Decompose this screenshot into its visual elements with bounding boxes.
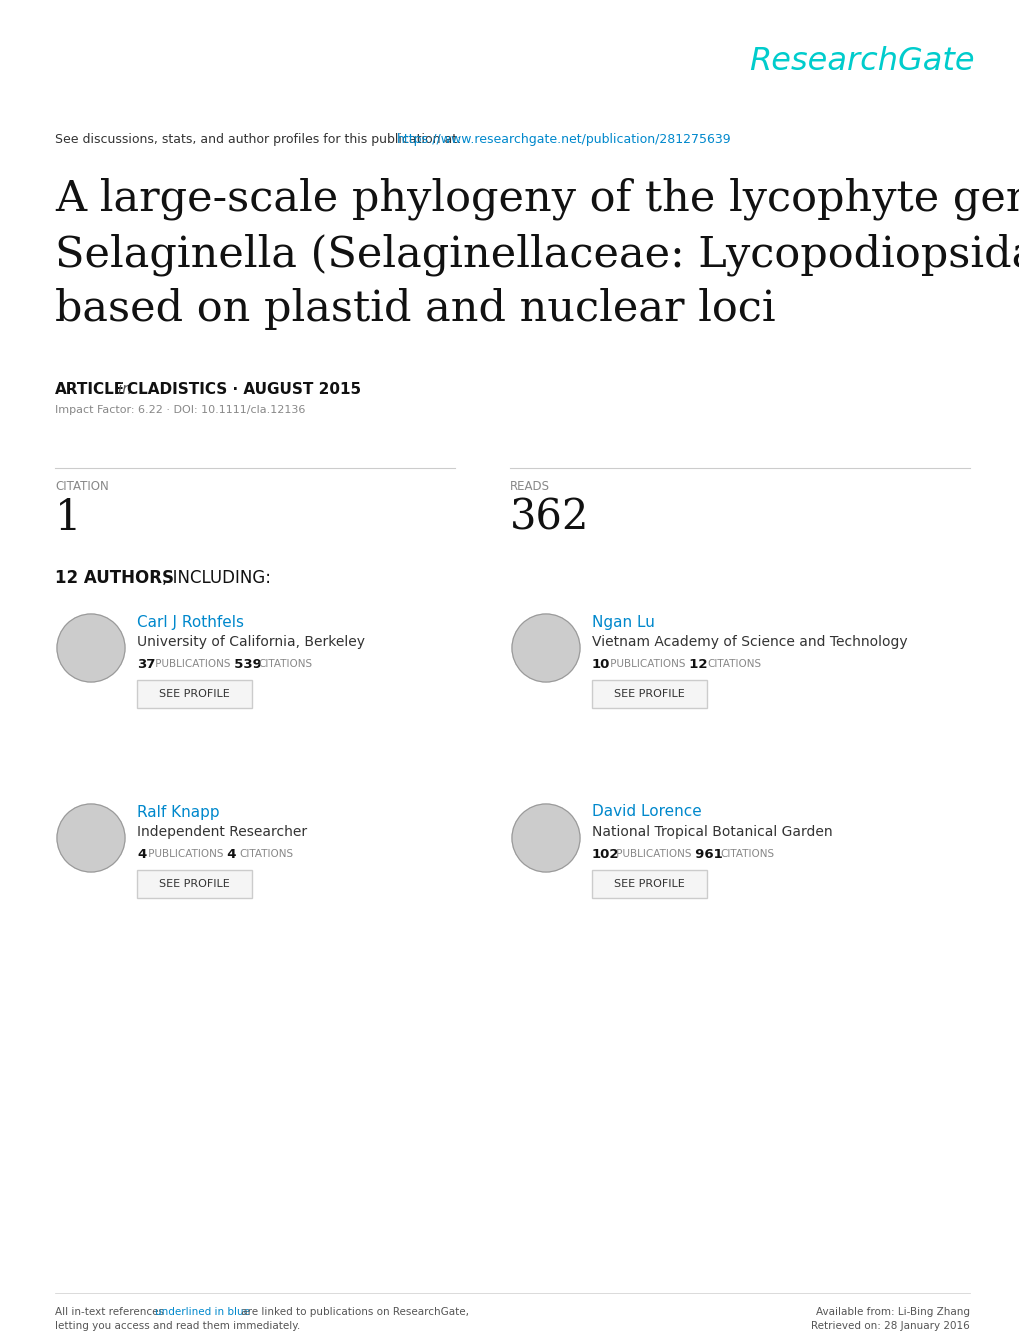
Text: CITATIONS: CITATIONS (719, 850, 773, 859)
FancyBboxPatch shape (591, 680, 706, 708)
Text: READS: READS (510, 479, 549, 492)
Circle shape (512, 614, 580, 682)
Text: ResearchGate: ResearchGate (749, 47, 974, 78)
Text: 4: 4 (218, 847, 236, 860)
Text: 961: 961 (686, 847, 722, 860)
Text: based on plastid and nuclear loci: based on plastid and nuclear loci (55, 288, 774, 330)
Text: A large-scale phylogeny of the lycophyte genus: A large-scale phylogeny of the lycophyte… (55, 178, 1019, 221)
Text: 10: 10 (591, 657, 609, 670)
FancyBboxPatch shape (137, 870, 252, 898)
Text: Independent Researcher: Independent Researcher (137, 826, 307, 839)
Text: 362: 362 (510, 496, 589, 539)
Text: PUBLICATIONS: PUBLICATIONS (612, 850, 691, 859)
Text: , INCLUDING:: , INCLUDING: (162, 569, 271, 587)
Text: Ngan Lu: Ngan Lu (591, 614, 654, 629)
Text: 12: 12 (680, 657, 707, 670)
Text: https://www.researchgate.net/publication/281275639: https://www.researchgate.net/publication… (396, 134, 731, 146)
Text: Retrieved on: 28 January 2016: Retrieved on: 28 January 2016 (810, 1321, 969, 1331)
Text: CITATION: CITATION (55, 479, 109, 492)
Text: Impact Factor: 6.22 · DOI: 10.1111/cla.12136: Impact Factor: 6.22 · DOI: 10.1111/cla.1… (55, 405, 305, 415)
Text: 102: 102 (591, 847, 619, 860)
Text: All in-text references: All in-text references (55, 1307, 167, 1317)
Text: 539: 539 (225, 657, 262, 670)
Text: University of California, Berkeley: University of California, Berkeley (137, 636, 365, 649)
Text: See discussions, stats, and author profiles for this publication at:: See discussions, stats, and author profi… (55, 134, 465, 146)
Text: SEE PROFILE: SEE PROFILE (613, 689, 684, 698)
Text: CITATIONS: CITATIONS (706, 660, 760, 669)
Text: in: in (113, 383, 137, 397)
Text: 12 AUTHORS: 12 AUTHORS (55, 569, 174, 587)
Circle shape (57, 804, 125, 872)
Text: underlined in blue: underlined in blue (155, 1307, 250, 1317)
Text: 4: 4 (137, 847, 146, 860)
Text: Selaginella (Selaginellaceae: Lycopodiopsida): Selaginella (Selaginellaceae: Lycopodiop… (55, 233, 1019, 276)
Text: SEE PROFILE: SEE PROFILE (159, 689, 229, 698)
FancyBboxPatch shape (591, 870, 706, 898)
Text: SEE PROFILE: SEE PROFILE (159, 879, 229, 888)
Circle shape (57, 614, 125, 682)
Text: 37: 37 (137, 657, 155, 670)
Text: letting you access and read them immediately.: letting you access and read them immedia… (55, 1321, 300, 1331)
Text: PUBLICATIONS: PUBLICATIONS (146, 850, 224, 859)
Text: 1: 1 (55, 496, 82, 539)
Text: Vietnam Academy of Science and Technology: Vietnam Academy of Science and Technolog… (591, 636, 907, 649)
Text: David Lorence: David Lorence (591, 804, 701, 819)
Text: CITATIONS: CITATIONS (238, 850, 292, 859)
Text: CLADISTICS · AUGUST 2015: CLADISTICS · AUGUST 2015 (127, 383, 361, 397)
Text: ARTICLE: ARTICLE (55, 383, 125, 397)
Text: Carl J Rothfels: Carl J Rothfels (137, 614, 244, 629)
Text: National Tropical Botanical Garden: National Tropical Botanical Garden (591, 826, 832, 839)
Text: PUBLICATIONS: PUBLICATIONS (606, 660, 685, 669)
Text: Available from: Li-Bing Zhang: Available from: Li-Bing Zhang (815, 1307, 969, 1317)
Text: CITATIONS: CITATIONS (258, 660, 312, 669)
FancyBboxPatch shape (137, 680, 252, 708)
Text: Ralf Knapp: Ralf Knapp (137, 804, 219, 819)
Text: SEE PROFILE: SEE PROFILE (613, 879, 684, 888)
Text: are linked to publications on ResearchGate,: are linked to publications on ResearchGa… (237, 1307, 469, 1317)
Circle shape (512, 804, 580, 872)
Text: PUBLICATIONS: PUBLICATIONS (152, 660, 230, 669)
